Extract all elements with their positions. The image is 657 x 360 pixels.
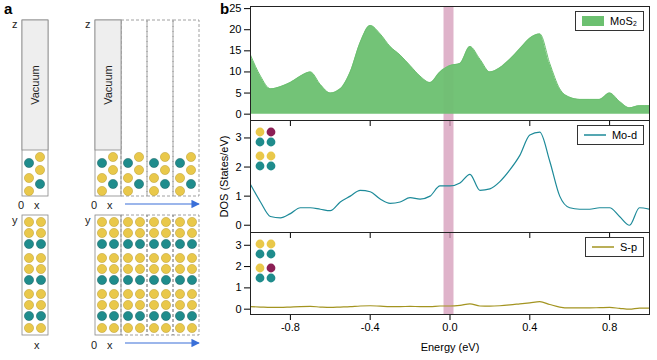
- svg-text:0: 0: [91, 199, 97, 211]
- svg-text:y: y: [85, 214, 91, 226]
- svg-text:25: 25: [229, 2, 241, 14]
- html-text:Mo-d: Mo-d: [611, 129, 637, 141]
- svg-text:x: x: [107, 199, 113, 211]
- svg-text:0.4: 0.4: [522, 321, 537, 333]
- svg-text:2: 2: [235, 260, 241, 272]
- svg-text:1: 1: [235, 190, 241, 202]
- svg-text:1: 1: [235, 281, 241, 293]
- html-text:b: b: [220, 0, 230, 17]
- svg-text:20: 20: [229, 23, 241, 35]
- svg-text:x: x: [34, 339, 40, 351]
- html-text:MoS₂: MoS₂: [610, 15, 637, 27]
- svg-text:15: 15: [229, 44, 241, 56]
- svg-text:3: 3: [235, 131, 241, 143]
- svg-text:10: 10: [229, 65, 241, 77]
- svg-text:0: 0: [18, 199, 24, 211]
- html-text:S-p: S-p: [619, 241, 637, 253]
- svg-text:-0.4: -0.4: [361, 321, 380, 333]
- svg-text:z: z: [12, 18, 18, 30]
- svg-text:Energy (eV): Energy (eV): [421, 341, 480, 353]
- svg-text:5: 5: [235, 87, 241, 99]
- svg-text:x: x: [107, 339, 113, 351]
- svg-text:z: z: [85, 18, 91, 30]
- svg-text:-0.8: -0.8: [281, 321, 300, 333]
- svg-text:x: x: [34, 199, 40, 211]
- svg-text:Vacuum: Vacuum: [102, 65, 114, 105]
- svg-text:DOS (States/eV): DOS (States/eV): [218, 136, 230, 218]
- svg-text:Vacuum: Vacuum: [29, 65, 41, 105]
- svg-text:3: 3: [235, 239, 241, 251]
- svg-text:0: 0: [235, 303, 241, 315]
- svg-text:0.0: 0.0: [442, 321, 457, 333]
- svg-text:0: 0: [235, 219, 241, 231]
- svg-text:0: 0: [91, 339, 97, 351]
- html-text:a: a: [4, 0, 13, 17]
- svg-text:2: 2: [235, 161, 241, 173]
- svg-text:0: 0: [235, 108, 241, 120]
- svg-text:0.8: 0.8: [602, 321, 617, 333]
- svg-text:y: y: [12, 214, 18, 226]
